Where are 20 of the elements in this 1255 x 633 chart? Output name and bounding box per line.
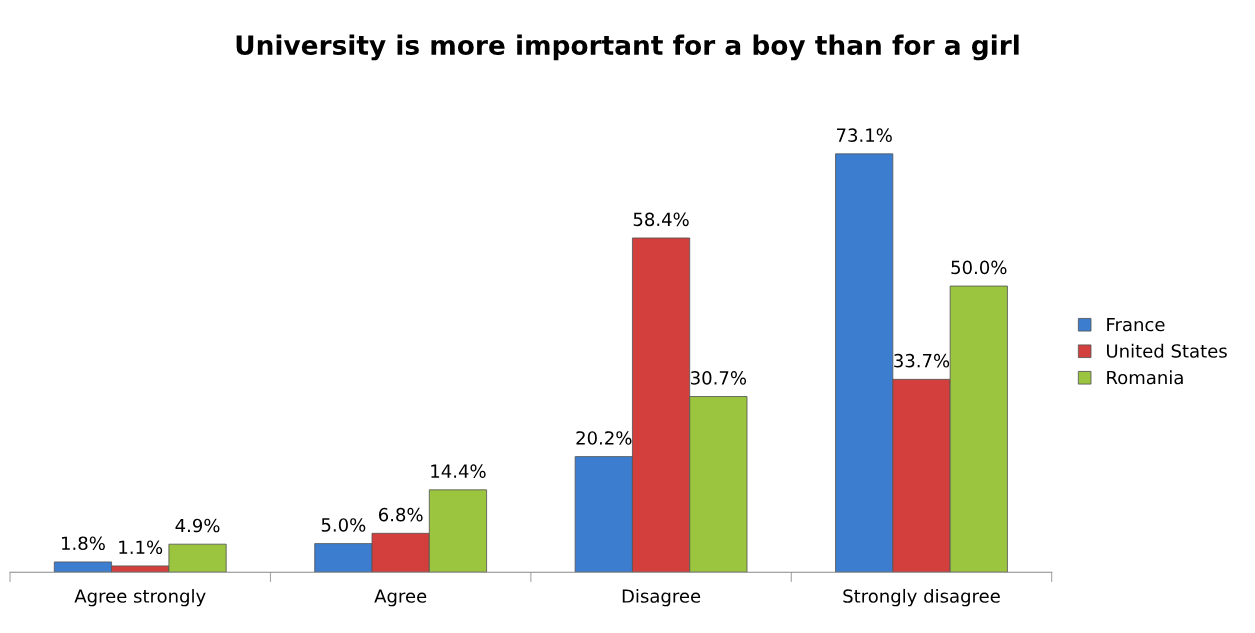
legend-label: France (1107, 317, 1165, 332)
x-tick-label: Disagree (622, 588, 701, 607)
data-label: 20.2% (576, 431, 632, 445)
data-label: 1.1% (119, 540, 163, 555)
data-label: 4.9% (175, 518, 220, 533)
data-label: 30.7% (691, 371, 747, 385)
data-label: 58.4% (633, 212, 689, 227)
data-label: 73.1% (837, 128, 892, 143)
data-label: 50.0% (951, 260, 1007, 275)
x-tick-label: Strongly disagree (843, 588, 1000, 607)
data-label: 5.0% (321, 518, 366, 532)
data-label: 14.4% (431, 464, 486, 478)
data-label: 33.7% (894, 353, 950, 368)
legend-label: United States (1107, 343, 1227, 358)
x-tick-label: Agree strongly (74, 588, 206, 607)
x-tick-label: Agree (374, 589, 427, 607)
legend-label: Romania (1107, 370, 1183, 385)
data-label: 6.8% (378, 507, 423, 522)
chart-title: University is more important for a boy than for a girl (236, 34, 1019, 61)
data-label: 1.8% (62, 536, 105, 551)
